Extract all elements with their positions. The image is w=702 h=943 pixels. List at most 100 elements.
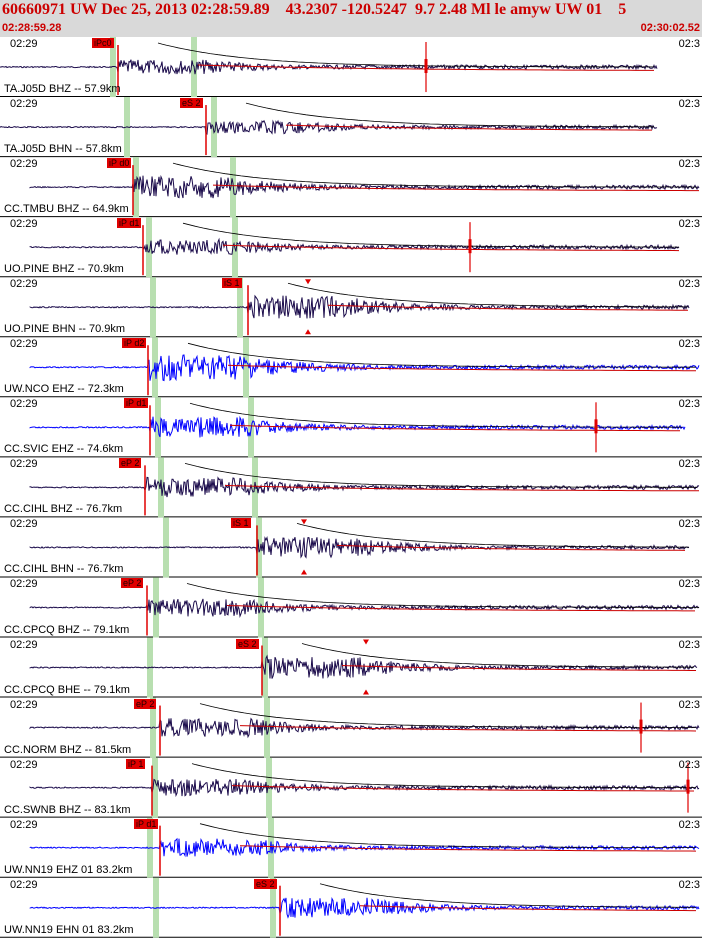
trace-channel-label[interactable]: CC.SVIC EHZ -- 74.6km	[4, 443, 124, 456]
phase-pick-tag[interactable]: iP d0	[107, 158, 132, 169]
phase-pick-tag[interactable]: eP 2	[134, 698, 157, 709]
trace-row	[0, 517, 702, 578]
coda-line	[231, 785, 694, 792]
waveform-trace	[29, 174, 700, 199]
phase-pick-tag[interactable]: iS 1	[231, 518, 251, 529]
spike-marker-block	[424, 59, 428, 74]
s-window-band	[252, 457, 258, 518]
trace-channel-label[interactable]: CC.SWNB BHZ -- 83.1km	[4, 803, 131, 816]
trace-end-time: 02:3	[678, 218, 700, 231]
trace-channel-label[interactable]: UW.NN19 EHN 01 83.2km	[4, 923, 134, 936]
trace-channel-label[interactable]: TA.J05D BHZ -- 57.9km	[4, 83, 121, 96]
trace-row	[0, 337, 702, 398]
trace-row	[0, 97, 702, 158]
phase-pick-tag[interactable]: iP d1	[134, 818, 159, 829]
coda-line	[229, 424, 680, 432]
coda-envelope	[189, 402, 682, 428]
s-window-band	[243, 337, 249, 398]
waveform-trace	[29, 897, 700, 919]
coda-line	[226, 605, 695, 612]
waveform-trace	[29, 476, 700, 498]
trace-start-time: 02:29	[10, 278, 38, 291]
phase-pick-tag[interactable]: iP d1	[117, 218, 142, 229]
coda-envelope	[182, 222, 679, 248]
phase-pick-tag[interactable]: eP 2	[121, 578, 144, 589]
trace-end-time: 02:3	[678, 278, 700, 291]
trace-row	[0, 277, 702, 338]
trace-end-time: 02:3	[678, 338, 700, 351]
trace-row	[0, 757, 702, 818]
coda-envelope	[301, 643, 694, 668]
coda-envelope	[191, 763, 696, 788]
trace-channel-label[interactable]: UW.NN19 EHZ 01 83.2km	[4, 863, 133, 876]
coda-envelope	[296, 523, 689, 548]
coda-line	[341, 665, 696, 671]
trace-end-time: 02:3	[678, 638, 700, 651]
trace-row	[0, 697, 702, 758]
coda-envelope	[157, 42, 654, 68]
phase-pick-tag[interactable]: eP 2	[119, 458, 142, 469]
trace-start-time: 02:29	[10, 458, 38, 471]
trace-end-time: 02:3	[678, 458, 700, 471]
trace-start-time: 02:29	[10, 98, 38, 111]
s-window-band	[211, 97, 217, 158]
trace-channel-label[interactable]: CC.TMBU BHZ -- 64.9km	[4, 203, 129, 216]
phase-pick-tag[interactable]: iPc0	[92, 38, 114, 48]
trace-channel-label[interactable]: CC.CPCQ BHZ -- 79.1km	[4, 623, 130, 636]
waveform-trace	[29, 598, 700, 618]
waveform-trace	[29, 717, 700, 739]
coda-envelope	[184, 463, 697, 488]
trace-channel-label[interactable]: UO.PINE BHN -- 70.9km	[4, 323, 126, 336]
end-time: 02:30:02.52	[640, 22, 700, 34]
coda-line	[327, 304, 688, 311]
trace-channel-label[interactable]: CC.NORM BHZ -- 81.5km	[4, 743, 132, 756]
trace-start-time: 02:29	[10, 398, 38, 411]
spike-marker-block	[639, 719, 643, 734]
s-window-band	[268, 817, 274, 878]
coda-line	[212, 184, 699, 192]
amplitude-marker	[305, 279, 311, 285]
trace-channel-label[interactable]: CC.CIHL BHN -- 76.7km	[4, 563, 124, 576]
amplitude-marker	[363, 639, 369, 645]
trace-row	[0, 637, 702, 698]
waveform-trace	[29, 778, 700, 798]
trace-row	[0, 577, 702, 638]
phase-pick-tag[interactable]: eS 2	[254, 878, 277, 889]
amplitude-marker	[363, 689, 369, 695]
trace-channel-label[interactable]: CC.CPCQ BHE -- 79.1km	[4, 683, 130, 696]
spike-marker-block	[594, 419, 598, 434]
trace-row	[0, 397, 702, 458]
coda-envelope	[172, 162, 697, 188]
p-window-band	[146, 217, 152, 278]
phase-pick-tag[interactable]: iP d2	[122, 338, 147, 349]
coda-envelope	[199, 823, 696, 848]
trace-end-time: 02:3	[678, 38, 700, 50]
trace-channel-label[interactable]: TA.J05D BHN -- 57.8km	[4, 143, 122, 156]
spike-marker-block	[468, 239, 472, 254]
trace-start-time: 02:29	[10, 878, 38, 891]
phase-pick-tag[interactable]: eS 2	[236, 638, 259, 649]
trace-start-time: 02:29	[10, 158, 38, 171]
trace-channel-label[interactable]: UO.PINE BHZ -- 70.9km	[4, 263, 124, 276]
trace-end-time: 02:3	[678, 518, 700, 531]
phase-pick-tag[interactable]: iP 1	[126, 758, 146, 769]
coda-line	[224, 484, 699, 492]
trace-channel-label[interactable]: UW.NCO EHZ -- 72.3km	[4, 383, 124, 396]
trace-end-time: 02:3	[678, 698, 700, 711]
coda-envelope	[287, 282, 688, 308]
trace-start-time: 02:29	[10, 638, 38, 651]
trace-row	[0, 877, 702, 938]
seismogram-panel: 02:29 02:3 TA.J05D BHZ -- 57.9km iPc0 02:29 0…	[0, 37, 702, 938]
trace-start-time: 02:29	[10, 758, 38, 771]
trace-start-time: 02:29	[10, 518, 38, 531]
s-window-band	[258, 577, 264, 638]
phase-pick-tag[interactable]: iP d1	[124, 398, 149, 409]
trace-end-time: 02:3	[678, 818, 700, 831]
phase-pick-tag[interactable]: eS 2	[180, 98, 203, 109]
coda-envelope	[319, 883, 697, 908]
trace-channel-label[interactable]: CC.CIHL BHZ -- 76.7km	[4, 503, 123, 516]
coda-line	[227, 364, 696, 372]
phase-pick-tag[interactable]: iS 1	[222, 278, 242, 289]
trace-row	[0, 817, 702, 878]
coda-line	[285, 124, 652, 131]
